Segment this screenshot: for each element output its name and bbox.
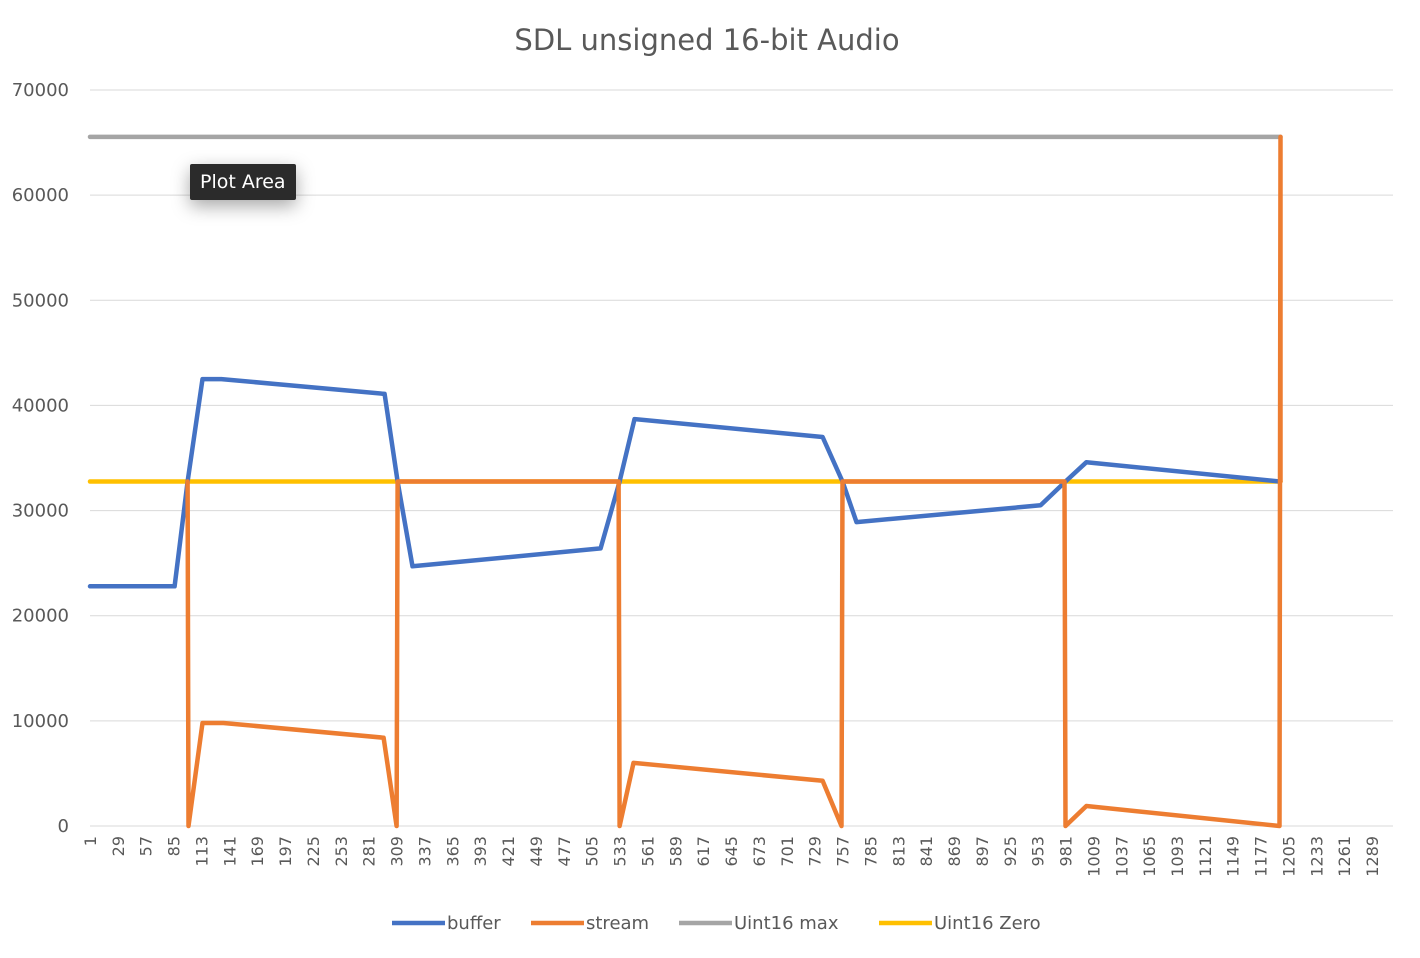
x-tick-label: 533 — [611, 836, 630, 867]
legend-label: Uint16 max — [734, 913, 839, 934]
x-tick-label: 561 — [638, 836, 657, 867]
x-tick-label: 477 — [555, 836, 574, 867]
x-tick-label: 1 — [81, 836, 100, 846]
y-tick-label: 60000 — [12, 185, 69, 206]
y-tick-label: 10000 — [12, 711, 69, 732]
x-tick-label: 757 — [834, 836, 853, 867]
legend-label: buffer — [447, 913, 501, 934]
x-tick-label: 421 — [499, 836, 518, 867]
y-tick-label: 50000 — [12, 290, 69, 311]
x-tick-label: 365 — [443, 836, 462, 867]
x-tick-label: 981 — [1057, 836, 1076, 867]
x-tick-label: 1149 — [1224, 836, 1243, 877]
x-tick-label: 281 — [360, 836, 379, 867]
y-tick-label: 0 — [58, 816, 69, 837]
gridlines — [90, 89, 1393, 827]
x-tick-label: 1065 — [1140, 836, 1159, 877]
legend[interactable]: buffer stream Uint16 max Uint16 Zero — [392, 913, 1041, 934]
x-tick-label: 1009 — [1084, 836, 1103, 877]
y-tick-label: 30000 — [12, 501, 69, 522]
y-tick-label: 20000 — [12, 606, 69, 627]
series-line-stream[interactable] — [185, 134, 1283, 829]
x-tick-label: 141 — [220, 836, 239, 867]
chart-title: SDL unsigned 16-bit Audio — [514, 23, 899, 57]
legend-item-stream[interactable]: stream — [531, 913, 649, 934]
x-tick-label: 673 — [750, 836, 769, 867]
x-tick-label: 1177 — [1252, 836, 1271, 877]
x-tick-label: 29 — [109, 836, 128, 856]
x-tick-label: 1233 — [1307, 836, 1326, 877]
x-tick-label: 729 — [806, 836, 825, 867]
y-tick-label: 40000 — [12, 395, 69, 416]
plot-area-tooltip: Plot Area — [190, 164, 296, 200]
x-tick-label: 253 — [332, 836, 351, 867]
x-tick-label: 449 — [527, 836, 546, 867]
series-line-buffer[interactable] — [87, 376, 1282, 589]
x-tick-label: 85 — [165, 836, 184, 856]
legend-item-buffer[interactable]: buffer — [392, 913, 501, 934]
x-tick-label: 1205 — [1279, 836, 1298, 877]
x-tick-label: 113 — [192, 836, 211, 867]
x-tick-label: 1261 — [1335, 836, 1354, 877]
x-tick-label: 1093 — [1168, 836, 1187, 877]
x-axis-tick-labels: 1 29 57 85 113 141 169 197 225 253 281 309 337 365 393… — [81, 836, 1382, 877]
x-tick-label: 505 — [583, 836, 602, 867]
x-tick-label: 225 — [304, 836, 323, 867]
x-tick-label: 701 — [778, 836, 797, 867]
legend-label: Uint16 Zero — [934, 913, 1041, 934]
x-tick-label: 841 — [917, 836, 936, 867]
legend-item-uint16-max[interactable]: Uint16 max — [679, 913, 839, 934]
x-tick-label: 393 — [471, 836, 490, 867]
x-tick-label: 57 — [137, 836, 156, 856]
y-axis-tick-labels: 0 10000 20000 30000 40000 50000 60000 70000 — [12, 80, 69, 837]
x-tick-label: 1037 — [1112, 836, 1131, 877]
x-tick-label: 645 — [722, 836, 741, 867]
x-tick-label: 785 — [861, 836, 880, 867]
plot-area[interactable] — [87, 134, 1283, 829]
x-tick-label: 869 — [945, 836, 964, 867]
x-tick-label: 1121 — [1196, 836, 1215, 877]
x-tick-label: 813 — [889, 836, 908, 867]
x-tick-label: 309 — [388, 836, 407, 867]
legend-item-uint16-zero[interactable]: Uint16 Zero — [879, 913, 1041, 934]
x-tick-label: 169 — [248, 836, 267, 867]
x-tick-label: 197 — [276, 836, 295, 867]
y-tick-label: 70000 — [12, 80, 69, 101]
x-tick-label: 925 — [1001, 836, 1020, 867]
x-tick-label: 589 — [666, 836, 685, 867]
legend-label: stream — [586, 913, 649, 934]
x-tick-label: 1289 — [1363, 836, 1382, 877]
x-tick-label: 337 — [415, 836, 434, 867]
x-tick-label: 953 — [1029, 836, 1048, 867]
x-tick-label: 617 — [694, 836, 713, 867]
x-tick-label: 897 — [973, 836, 992, 867]
